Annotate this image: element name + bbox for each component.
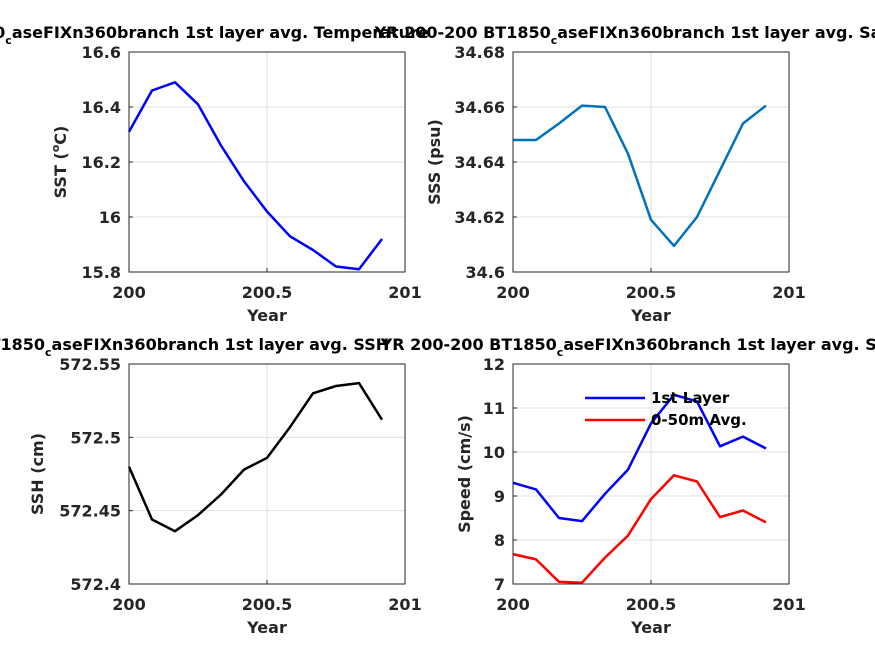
y-tick-label: 11 (483, 399, 505, 418)
y-axis-label: Speed (cm/s) (455, 415, 474, 533)
x-tick-label: 201 (772, 283, 805, 302)
x-tick-label: 201 (388, 595, 421, 614)
y-tick-label: 10 (483, 443, 505, 462)
y-tick-label: 34.64 (454, 153, 505, 172)
chart-panel-4: 200 200.5 201 7 8 9 10 11 12 Year Speed (cm/s) YR 2… (380, 335, 875, 637)
x-tick-label: 201 (772, 595, 805, 614)
chart-title: YR 200-200 BT1850caseFIXn360branch 1st l… (374, 23, 875, 47)
chart-title-subscript: c (551, 34, 558, 47)
series-line-1 (512, 393, 767, 523)
chart-title: YR 200-200 BT1850caseFIXn360branch 1st l… (0, 335, 389, 359)
y-tick-label: 16.6 (82, 43, 121, 62)
y-tick-label: 16.4 (82, 98, 121, 117)
chart-title-text-end: aseFIXn360branch 1st layer avg. Temperat… (12, 23, 429, 42)
x-axis-label: Year (630, 306, 671, 325)
chart-title-text: YR 200-200 BT1850 (380, 335, 557, 354)
chart-title-text: YR 200-200 BT1850 (374, 23, 551, 42)
y-tick-label: 572.5 (70, 428, 121, 447)
legend: 1st Layer 0-50m Avg. (585, 389, 747, 429)
series-line-1 (127, 381, 384, 533)
x-tick-label: 200.5 (626, 283, 677, 302)
x-tick-label: 200 (112, 283, 145, 302)
y-tick-label: 34.6 (466, 263, 505, 282)
series-line-1 (127, 81, 383, 271)
chart-title-subscript: c (5, 34, 12, 47)
chart-panel-1: 200 200.5 201 15.8 16 16.2 16.4 16.6 Year SST (oC… (0, 23, 429, 325)
y-tick-label: 12 (483, 355, 505, 374)
x-axis-label: Year (246, 306, 287, 325)
x-tick-label: 200 (496, 283, 529, 302)
y-axis-label-text: SSS (psu) (425, 119, 444, 205)
chart-title: YR 200-200 BT1850caseFIXn360branch 1st l… (380, 335, 875, 359)
y-tick-label: 572.4 (70, 575, 121, 594)
y-tick-label: 572.45 (59, 502, 121, 521)
y-tick-label: 7 (494, 575, 505, 594)
x-tick-label: 200.5 (242, 283, 293, 302)
x-axis-label: Year (246, 618, 287, 637)
series-line-2 (512, 474, 767, 584)
y-axis-label-superscript: o (49, 144, 62, 152)
chart-title-text-end: aseFIXn360branch 1st layer avg. Speed (563, 335, 875, 354)
chart-panel-3: 200 200.5 201 572.4 572.45 572.5 572.55 Year SSH… (0, 335, 422, 637)
y-tick-label: 34.68 (454, 43, 505, 62)
axes-frame (128, 51, 406, 273)
x-tick-label: 201 (388, 283, 421, 302)
legend-label-1: 1st Layer (651, 389, 730, 407)
x-tick-label: 200.5 (626, 595, 677, 614)
y-tick-label: 15.8 (82, 263, 121, 282)
series-line-1 (513, 104, 767, 248)
axes-frame (128, 363, 406, 585)
y-tick-label: 34.66 (454, 98, 505, 117)
y-axis-label: SSS (psu) (425, 119, 444, 205)
y-tick-label: 572.55 (59, 355, 121, 374)
chart-title-text: YR 200-200 BT1850 (0, 23, 5, 42)
y-axis-label: SST (oC) (49, 126, 70, 199)
x-axis-label: Year (630, 618, 671, 637)
y-axis-label-text: SSH (cm) (28, 433, 47, 515)
y-axis-label-text-end: C) (51, 126, 70, 145)
chart-title-text-end: aseFIXn360branch 1st layer avg. SSH (52, 335, 390, 354)
y-tick-label: 34.62 (454, 208, 505, 227)
y-axis-label-text: Speed (cm/s) (455, 415, 474, 533)
x-tick-label: 200.5 (242, 595, 293, 614)
y-tick-label: 16.2 (82, 153, 121, 172)
x-tick-label: 200 (112, 595, 145, 614)
axes-frame (512, 363, 790, 585)
chart-title-subscript: c (557, 346, 564, 359)
y-axis-label: SSH (cm) (28, 433, 47, 515)
chart-panel-2: 200 200.5 201 34.6 34.62 34.64 34.66 34.68 Year S… (374, 23, 875, 325)
y-tick-label: 8 (494, 531, 505, 550)
y-axis-label-text: SST ( (51, 152, 70, 198)
axes-frame (512, 51, 790, 273)
y-tick-label: 9 (494, 487, 505, 506)
chart-title-text-end: aseFIXn360branch 1st layer avg. Salinity (557, 23, 875, 42)
x-tick-label: 200 (496, 595, 529, 614)
chart-title: YR 200-200 BT1850caseFIXn360branch 1st l… (0, 23, 429, 47)
y-tick-label: 16 (99, 208, 121, 227)
chart-title-text: YR 200-200 BT1850 (0, 335, 45, 354)
chart-title-subscript: c (45, 346, 52, 359)
legend-label-2: 0-50m Avg. (651, 411, 747, 429)
